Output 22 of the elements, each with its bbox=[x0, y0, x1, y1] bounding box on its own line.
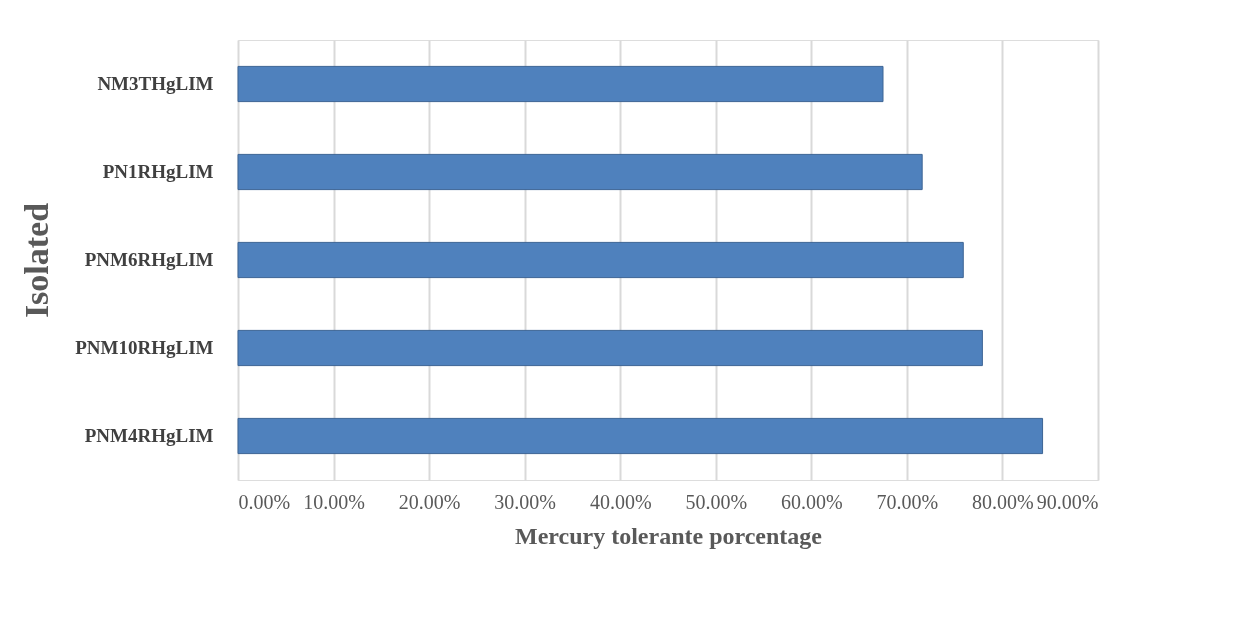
x-tick-label: 80.00% bbox=[972, 490, 1034, 513]
y-tick-label: PNM10RHgLIM bbox=[75, 337, 214, 358]
x-tick-label: 90.00% bbox=[1036, 490, 1099, 513]
bar bbox=[237, 329, 983, 367]
y-tick-label: PNM6RHgLIM bbox=[84, 249, 214, 270]
x-tick-label: 20.00% bbox=[398, 490, 461, 513]
bar bbox=[237, 65, 884, 103]
y-axis-title: Isolated bbox=[18, 202, 56, 319]
y-tick-label: PNM4RHgLIM bbox=[84, 425, 214, 446]
y-tick-label: NM3THgLIM bbox=[97, 73, 214, 94]
x-tick-label: 50.00% bbox=[685, 490, 748, 513]
x-tick-label: 70.00% bbox=[876, 490, 939, 513]
bar bbox=[237, 417, 1044, 455]
x-tick-label: 40.00% bbox=[589, 490, 652, 513]
y-tick-label: PN1RHgLIM bbox=[102, 161, 214, 182]
bar bbox=[237, 153, 923, 191]
bar bbox=[237, 241, 964, 279]
x-axis-title: Mercury tolerante porcentage bbox=[515, 522, 823, 549]
x-tick-label: 60.00% bbox=[781, 490, 843, 513]
x-tick-label: 10.00% bbox=[303, 490, 365, 513]
x-tick-label: 30.00% bbox=[494, 490, 556, 513]
x-tick-label: 0.00% bbox=[238, 490, 291, 513]
